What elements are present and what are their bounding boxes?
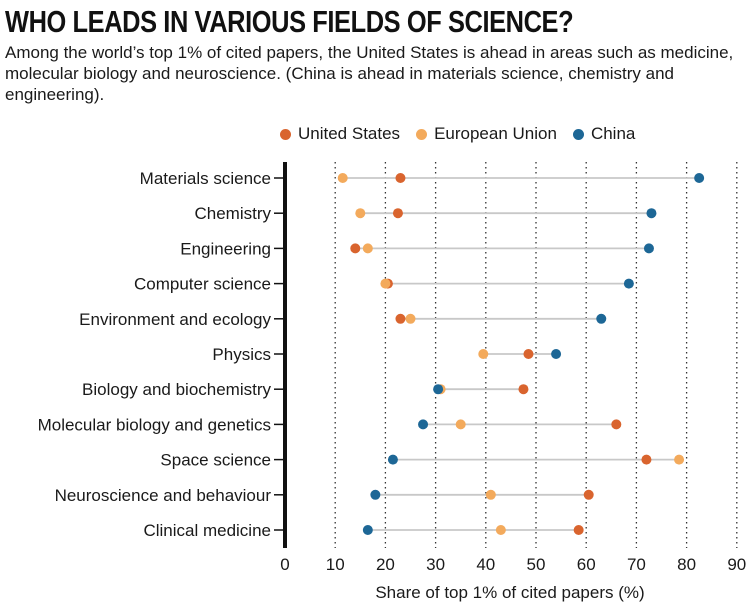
y-tick-label-chemistry: Chemistry	[194, 204, 271, 223]
dot-eu-chemistry	[355, 208, 366, 219]
x-tick-label-60: 60	[577, 555, 596, 574]
x-tick-label-70: 70	[627, 555, 646, 574]
legend-item-us: United States	[280, 124, 400, 144]
x-tick-label-50: 50	[527, 555, 546, 574]
legend-dot-eu	[416, 128, 428, 140]
dot-us-materials-science	[395, 173, 406, 183]
y-tick-label-molecular-biology-and-genetics: Molecular biology and genetics	[38, 415, 271, 434]
dot-us-biology-and-biochemistry	[518, 384, 529, 395]
dot-us-clinical-medicine	[573, 525, 584, 535]
legend-label-eu: European Union	[434, 124, 557, 143]
dot-china-molecular-biology-and-genetics	[418, 419, 429, 430]
legend: United States European Union China	[280, 124, 651, 144]
legend-item-eu: European Union	[416, 124, 557, 144]
dot-eu-clinical-medicine	[495, 525, 506, 535]
x-tick-label-30: 30	[426, 555, 445, 574]
dot-us-environment-and-ecology	[395, 313, 406, 324]
dot-china-clinical-medicine	[362, 525, 373, 535]
x-tick-label-90: 90	[727, 555, 746, 574]
chart-title: WHO LEADS IN VARIOUS FIELDS OF SCIENCE?	[5, 4, 574, 39]
x-tick-label-80: 80	[677, 555, 696, 574]
dot-us-space-science	[641, 454, 652, 465]
y-tick-label-clinical-medicine: Clinical medicine	[143, 521, 271, 540]
dot-us-neuroscience-and-behaviour	[583, 489, 594, 500]
dot-china-physics	[551, 349, 562, 359]
y-tick-label-computer-science: Computer science	[134, 275, 271, 294]
y-tick-label-physics: Physics	[212, 345, 271, 364]
dot-china-neuroscience-and-behaviour	[370, 489, 381, 500]
y-tick-label-materials-science: Materials science	[140, 169, 271, 188]
dot-china-biology-and-biochemistry	[433, 384, 444, 395]
dot-china-computer-science	[623, 278, 634, 289]
legend-dot-us	[280, 128, 291, 140]
dot-eu-neuroscience-and-behaviour	[485, 489, 496, 500]
dot-china-space-science	[387, 454, 398, 465]
dot-us-physics	[523, 349, 534, 359]
dot-us-molecular-biology-and-genetics	[611, 419, 622, 430]
axes: 0 10 20 30 40 50 60 70 80 90 Materials science Chem…	[38, 162, 746, 574]
x-axis-label: Share of top 1% of cited papers (%)	[375, 583, 644, 602]
y-tick-label-space-science: Space science	[160, 451, 271, 470]
x-tick-label-0: 0	[280, 555, 289, 574]
y-tick-label-environment-and-ecology: Environment and ecology	[79, 310, 271, 329]
dot-china-engineering	[643, 243, 654, 254]
dot-china-materials-science	[694, 173, 705, 183]
grid-lines	[334, 162, 738, 548]
legend-item-china: China	[572, 124, 636, 144]
y-tick-label-neuroscience-and-behaviour: Neuroscience and behaviour	[55, 486, 272, 505]
x-tick-label-20: 20	[376, 555, 395, 574]
dot-eu-computer-science	[380, 278, 391, 289]
dot-eu-physics	[478, 349, 489, 359]
legend-dot-china	[572, 128, 584, 140]
dot-us-engineering	[350, 243, 361, 254]
dot-china-chemistry	[646, 208, 657, 219]
legend-label-china: China	[590, 124, 636, 143]
chart-subtitle: Among the world’s top 1% of cited papers…	[5, 43, 734, 104]
data-points	[337, 173, 705, 535]
dot-eu-molecular-biology-and-genetics	[455, 419, 466, 430]
dot-eu-engineering	[362, 243, 373, 254]
dot-eu-space-science	[674, 454, 685, 465]
y-tick-label-biology-and-biochemistry: Biology and biochemistry	[82, 380, 271, 399]
x-tick-label-40: 40	[476, 555, 495, 574]
dot-eu-environment-and-ecology	[405, 313, 416, 324]
range-connectors	[342, 177, 700, 531]
dot-eu-materials-science	[337, 173, 348, 183]
dot-china-environment-and-ecology	[596, 313, 607, 324]
legend-label-us: United States	[298, 124, 401, 143]
x-tick-label-10: 10	[326, 555, 345, 574]
y-tick-label-engineering: Engineering	[180, 239, 271, 258]
dot-us-chemistry	[392, 208, 403, 219]
